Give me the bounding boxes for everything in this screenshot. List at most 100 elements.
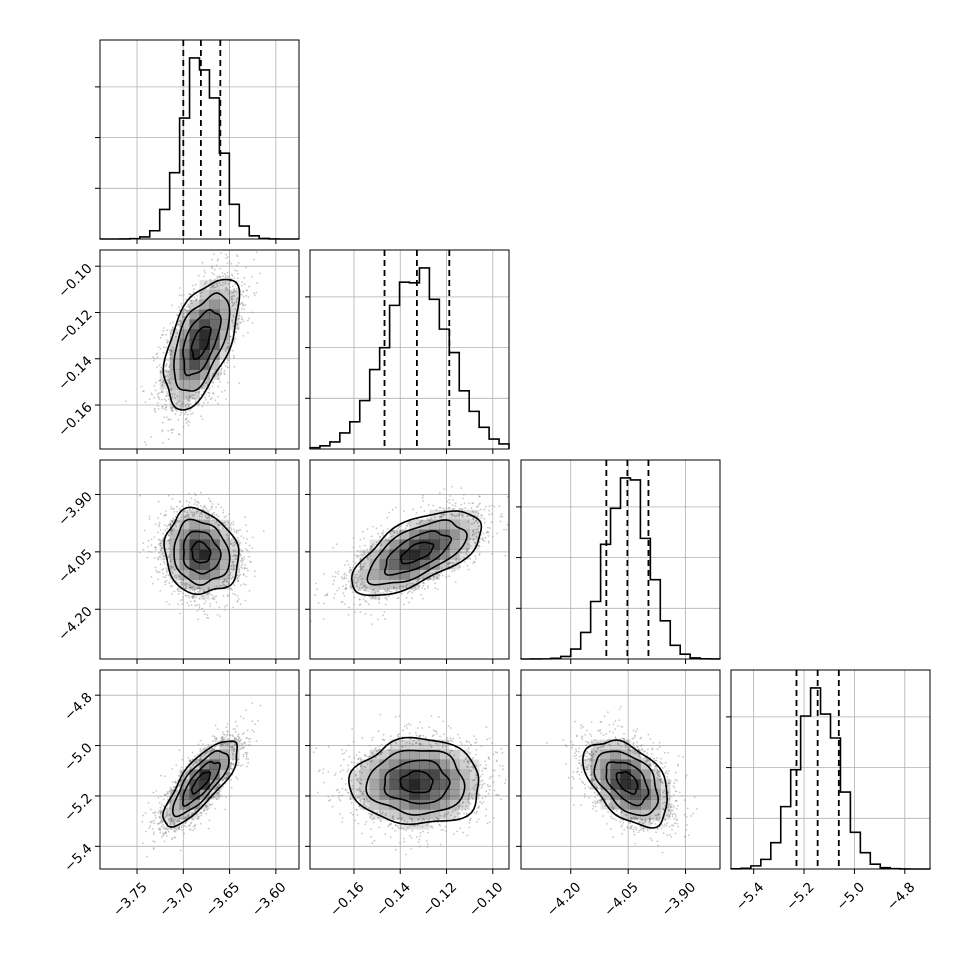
sample-point	[663, 751, 666, 754]
sample-point	[239, 303, 242, 305]
sample-point	[240, 715, 242, 718]
sample-point	[241, 293, 244, 296]
histogram-panel-1	[305, 249, 510, 454]
sample-point	[162, 441, 165, 444]
sample-point	[571, 776, 574, 778]
sample-point	[479, 508, 482, 511]
density-cell	[449, 749, 460, 760]
sample-point	[499, 765, 501, 767]
contour-level-1	[383, 530, 453, 576]
sample-point	[451, 514, 453, 517]
sample-point	[633, 750, 636, 753]
sample-point	[152, 833, 155, 836]
sample-point	[171, 768, 174, 770]
sample-point	[347, 613, 350, 616]
sample-point	[344, 564, 346, 566]
y-tick-label-param-2: −4.05	[55, 546, 96, 587]
sample-point	[413, 820, 416, 822]
sample-point	[649, 756, 652, 759]
sample-point	[160, 774, 162, 777]
sample-point	[469, 819, 471, 822]
sample-point	[674, 771, 677, 774]
sample-point	[324, 594, 326, 597]
sample-point	[214, 286, 216, 289]
sample-point	[624, 746, 627, 749]
sample-point	[161, 385, 164, 388]
sample-point	[643, 757, 645, 760]
sample-point	[635, 827, 638, 829]
density-cell	[429, 519, 440, 530]
density-cell	[199, 549, 210, 560]
sample-point	[165, 811, 168, 814]
sample-point	[662, 796, 665, 799]
sample-point	[483, 782, 486, 785]
sample-point	[240, 318, 243, 321]
sample-point	[417, 522, 420, 525]
sample-point	[192, 818, 194, 821]
sample-point	[162, 532, 164, 535]
sample-point	[501, 515, 504, 518]
sample-point	[457, 805, 460, 808]
sample-point	[165, 363, 168, 365]
sample-point	[190, 497, 193, 500]
density-cell	[199, 279, 210, 291]
sample-point	[186, 771, 188, 774]
sample-point	[353, 557, 355, 560]
sample-point	[398, 733, 401, 735]
sample-point	[367, 558, 369, 560]
sample-point	[579, 755, 581, 758]
sample-point	[647, 733, 650, 736]
sample-point	[172, 566, 174, 568]
sample-point	[594, 745, 596, 748]
sample-point	[224, 389, 226, 392]
sample-point	[160, 836, 163, 838]
sample-point	[232, 564, 235, 567]
sample-point	[225, 778, 227, 780]
sample-point	[658, 817, 661, 819]
sample-point	[165, 813, 168, 816]
sample-point	[645, 760, 647, 763]
density-cell	[640, 799, 651, 810]
sample-point	[174, 515, 177, 518]
sample-point	[228, 526, 231, 529]
density-cell	[199, 289, 210, 301]
sample-point	[459, 565, 462, 567]
sample-point	[204, 748, 207, 751]
sample-point	[449, 507, 451, 509]
contours	[162, 278, 241, 411]
sample-point	[328, 799, 330, 802]
sample-point	[225, 726, 228, 728]
sample-point	[606, 739, 609, 741]
density-cell	[369, 549, 380, 560]
sample-point	[462, 551, 465, 554]
density-cell	[399, 559, 410, 570]
sample-point	[332, 575, 334, 578]
sample-point	[170, 533, 173, 536]
sample-point	[142, 548, 145, 551]
sample-point	[365, 589, 367, 592]
sample-point	[178, 306, 180, 309]
density-cell	[199, 519, 210, 530]
sample-point	[168, 366, 170, 368]
sample-point	[341, 817, 344, 819]
sample-point	[422, 585, 424, 587]
sample-point	[382, 529, 385, 532]
sample-point	[591, 777, 594, 780]
sample-point	[159, 829, 162, 831]
sample-point	[228, 513, 230, 516]
sample-point	[162, 327, 165, 329]
sample-point	[248, 740, 251, 743]
sample-point	[222, 509, 225, 511]
sample-point	[472, 787, 475, 789]
sample-point	[374, 597, 377, 600]
sample-point	[654, 759, 656, 762]
density-cell	[209, 349, 220, 360]
sample-point	[590, 751, 593, 754]
sample-point	[316, 588, 318, 591]
sample-point	[139, 494, 141, 497]
sample-point	[242, 295, 245, 298]
sample-point	[170, 387, 173, 390]
sample-point	[235, 776, 238, 779]
sample-point	[333, 593, 336, 596]
axes-frame	[309, 249, 510, 450]
